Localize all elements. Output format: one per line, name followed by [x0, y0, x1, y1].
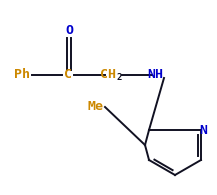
Text: Ph: Ph	[14, 68, 30, 82]
Text: NH: NH	[147, 68, 163, 82]
Text: N: N	[199, 123, 207, 136]
Text: O: O	[65, 24, 73, 36]
Text: 2: 2	[116, 74, 122, 82]
Text: CH: CH	[100, 68, 116, 82]
Text: Me: Me	[87, 100, 103, 113]
Text: C: C	[64, 68, 72, 82]
